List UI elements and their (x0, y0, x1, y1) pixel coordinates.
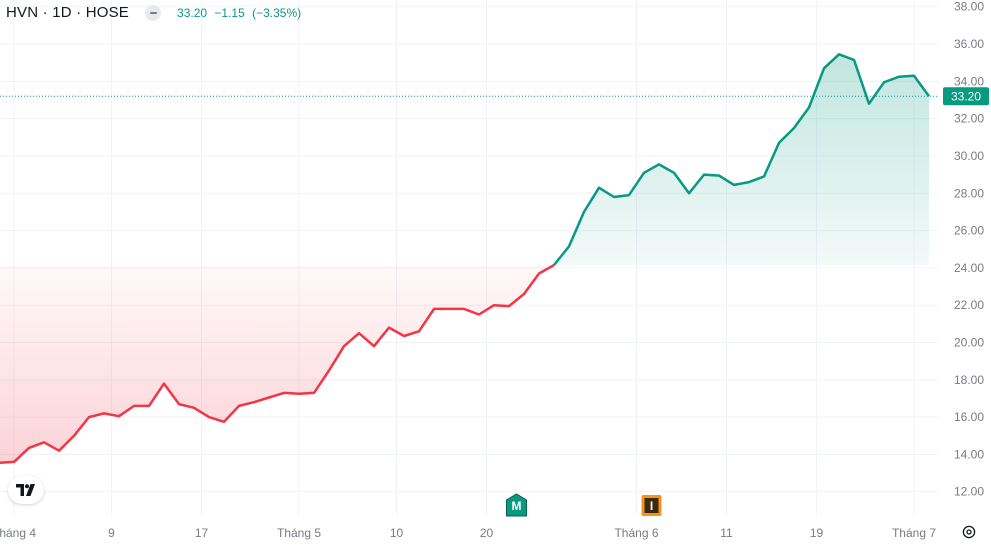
last-price-badge (943, 87, 989, 106)
fill-above-baseline (554, 54, 929, 266)
time-axis-label: 9 (108, 526, 115, 540)
price-axis-label: 16.00 (954, 410, 984, 424)
price-axis-label: 34.00 (954, 74, 984, 88)
time-axis-label: 10 (390, 526, 404, 540)
marker-m[interactable]: M (506, 493, 527, 517)
last-price-text: 33.20 (951, 89, 981, 103)
chart-legend: HVN · 1D · HOSE 33.20 −1.15 (−3.35%) (6, 4, 305, 21)
time-axis-label: 11 (720, 526, 733, 540)
last-price-value: 33.20 (177, 5, 208, 20)
line-below-baseline (0, 264, 555, 464)
marker-i[interactable]: I (641, 495, 662, 516)
price-axis-label: 36.00 (954, 37, 984, 51)
time-axis-label: Tháng 5 (277, 526, 321, 540)
marker-label: I (650, 499, 653, 513)
price-axis-label: 24.00 (954, 261, 984, 275)
time-axis-label: Tháng 6 (614, 526, 658, 540)
time-axis-label: 17 (195, 526, 209, 540)
price-axis-label: 32.00 (954, 112, 984, 126)
baseline-fill (0, 54, 929, 463)
price-change-percent: (−3.35%) (252, 5, 302, 20)
gear-icon[interactable] (961, 524, 977, 540)
price-line (0, 53, 931, 464)
quote-values: 33.20 −1.15 (−3.35%) (177, 6, 305, 20)
time-axis[interactable]: Tháng 4 9 17 Tháng 5 10 20 Tháng 6 11 19 Tháng 7 (0, 526, 936, 540)
price-axis-label: 26.00 (954, 224, 984, 238)
marker-i-inner (644, 498, 659, 513)
price-axis-label: 38.00 (954, 0, 984, 14)
price-axis[interactable]: 12.00 14.00 16.00 18.00 20.00 22.00 24.00 26.00… (954, 0, 984, 499)
price-axis-label: 18.00 (954, 373, 984, 387)
price-change-value: −1.15 (214, 5, 245, 20)
time-axis-label: Tháng 4 (0, 526, 36, 540)
price-axis-label: 14.00 (954, 447, 984, 461)
price-axis-label: 20.00 (954, 336, 984, 350)
time-axis-label: Tháng 7 (892, 526, 936, 540)
minus-circle-icon[interactable] (145, 4, 162, 21)
time-axis-label: 19 (810, 526, 824, 540)
price-axis-label: 12.00 (954, 485, 984, 499)
price-axis-label: 22.00 (954, 298, 984, 312)
tradingview-logo-icon[interactable] (8, 476, 44, 504)
fill-below-baseline (0, 265, 554, 463)
price-axis-label: 28.00 (954, 186, 984, 200)
symbol-title[interactable]: HVN · 1D · HOSE (6, 4, 130, 21)
marker-m-shape (506, 493, 527, 517)
marker-label: M (512, 499, 522, 513)
time-axis-label: 20 (480, 526, 494, 540)
last-price-label: 33.20 (943, 87, 989, 106)
tradingview-logo-icon-glyph (16, 484, 35, 496)
price-axis-label: 30.00 (954, 149, 984, 163)
line-above-baseline (553, 53, 931, 266)
